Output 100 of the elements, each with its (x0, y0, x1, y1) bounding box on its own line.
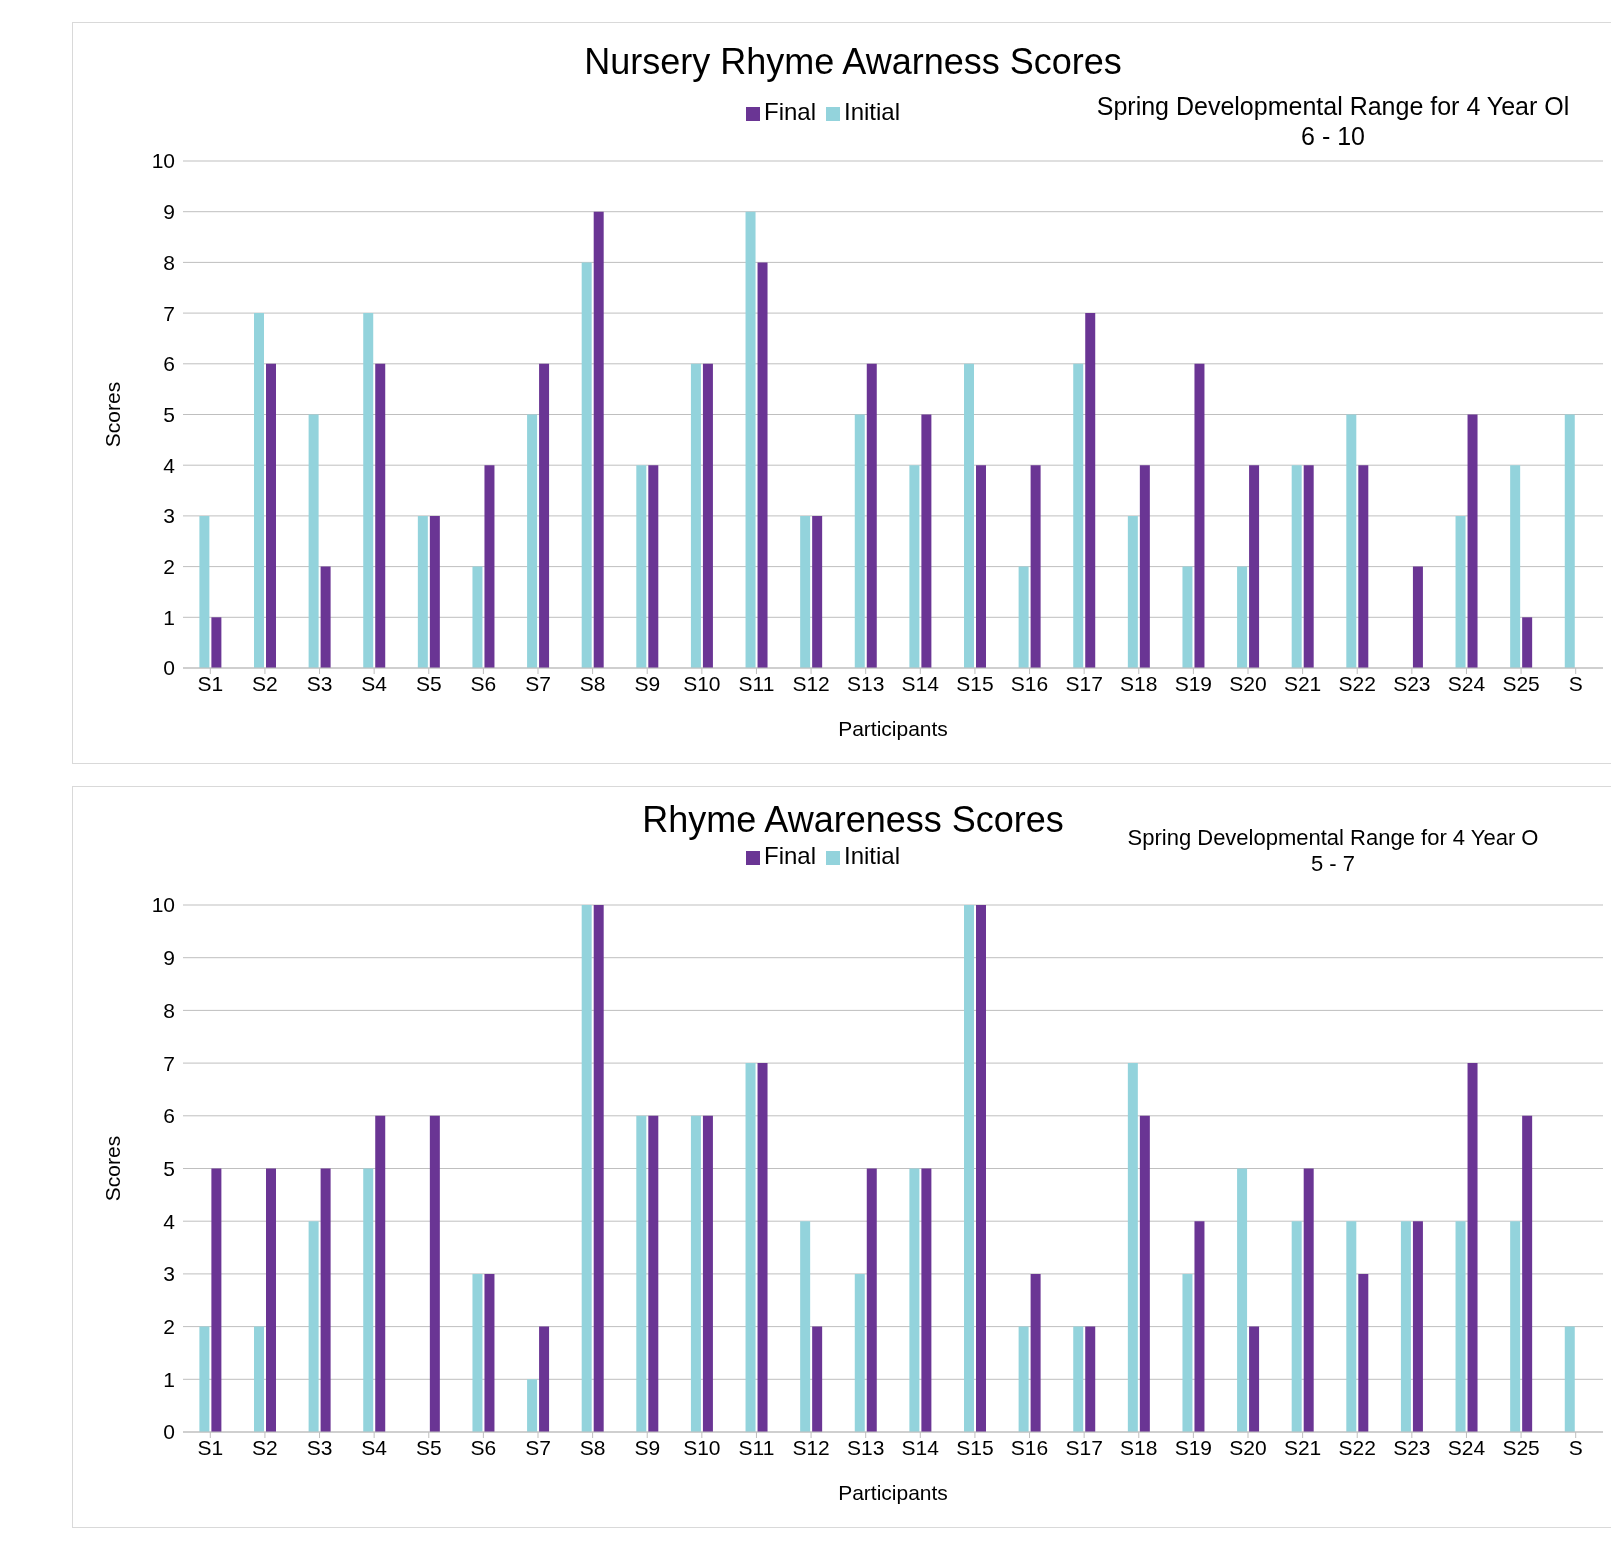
text: Spring Developmental Range for 4 Year Ol (1095, 91, 1571, 121)
bar (417, 515, 428, 668)
x-tick-label: S11 (738, 671, 775, 695)
y-tick-label: 7 (163, 301, 175, 325)
bar (921, 1168, 932, 1432)
x-tick-label: S8 (579, 671, 606, 695)
bar (539, 1326, 550, 1432)
x-tick-label: S25 (1502, 671, 1540, 695)
bar (702, 1115, 713, 1432)
x-tick-label: S19 (1174, 1435, 1213, 1459)
y-tick-label: 10 (151, 893, 175, 917)
bar (266, 363, 276, 668)
bar (581, 905, 592, 1432)
x-tick-label: S17 (1065, 671, 1103, 695)
x-tick-label: S20 (1229, 671, 1267, 695)
bar (593, 905, 604, 1432)
y-tick-label: 7 (163, 1051, 175, 1075)
bar (266, 1168, 276, 1432)
bar (1085, 1326, 1096, 1432)
bar (363, 1168, 374, 1432)
bar (1127, 1063, 1138, 1432)
bar (593, 211, 604, 668)
x-tick-label: S12 (792, 1435, 830, 1459)
bar (1522, 617, 1533, 668)
bar (308, 414, 319, 668)
x-tick-label: S9 (634, 671, 661, 695)
x-tick-label: S23 (1393, 1435, 1431, 1459)
bar (648, 465, 659, 668)
x-tick-label: S11 (738, 1435, 775, 1459)
y-axis-title: Scores (101, 381, 125, 448)
bar (1194, 363, 1205, 668)
bar (254, 1326, 264, 1432)
bar (429, 1115, 440, 1432)
x-tick-label: S10 (683, 1435, 721, 1459)
bar (1467, 1063, 1478, 1432)
bar (1073, 1326, 1084, 1432)
x-tick-label: S23 (1393, 671, 1431, 695)
x-tick-label: S (1568, 1435, 1583, 1459)
bar (1249, 1326, 1260, 1432)
y-tick-label: 0 (163, 1420, 175, 1444)
y-tick-label: 9 (163, 200, 175, 224)
bar (429, 515, 440, 668)
bar (320, 1168, 331, 1432)
y-tick-label: 1 (163, 605, 175, 629)
bar (866, 363, 877, 668)
x-tick-label: S21 (1283, 671, 1322, 695)
chart-title: Rhyme Awareness Scores (642, 799, 1064, 840)
x-tick-label: S5 (415, 671, 442, 695)
bar (745, 1063, 756, 1432)
bar (1358, 1273, 1369, 1432)
bar (1194, 1221, 1205, 1432)
bar (527, 414, 538, 668)
x-tick-label: S24 (1447, 671, 1486, 695)
bar (211, 1168, 222, 1432)
bar (527, 1379, 538, 1432)
x-tick-label: S14 (901, 671, 940, 695)
bar (1358, 465, 1369, 668)
bar (1510, 465, 1521, 668)
bar (757, 262, 768, 668)
bar (539, 363, 550, 668)
y-tick-label: 6 (163, 1104, 175, 1128)
bar (1455, 1221, 1466, 1432)
bar (254, 313, 264, 668)
y-tick-label: 4 (163, 453, 176, 477)
bar (690, 363, 701, 668)
x-tick-label: S22 (1338, 671, 1376, 695)
y-tick-label: 2 (163, 1315, 175, 1339)
bar (1400, 1221, 1411, 1432)
bar (964, 363, 974, 668)
bar (1455, 515, 1466, 668)
x-tick-label: S18 (1120, 671, 1158, 695)
bar (1018, 566, 1029, 668)
x-tick-label: S2 (252, 671, 278, 695)
x-tick-label: S9 (634, 1435, 661, 1459)
x-tick-label: S24 (1447, 1435, 1486, 1459)
x-tick-label: S14 (901, 1435, 940, 1459)
x-tick-label: S25 (1502, 1435, 1540, 1459)
bar (1085, 313, 1096, 668)
bar (812, 1326, 823, 1432)
x-tick-label: S5 (415, 1435, 442, 1459)
bar (472, 1273, 483, 1432)
y-tick-label: 8 (163, 998, 175, 1022)
x-tick-label: S1 (197, 671, 224, 695)
bar (363, 313, 374, 668)
bar (320, 566, 331, 668)
x-tick-label: S16 (1010, 671, 1049, 695)
legend-label: Final (763, 98, 816, 125)
x-axis-title: Participants (838, 1481, 948, 1504)
bar (1291, 465, 1302, 668)
bar (1467, 414, 1478, 668)
bar (375, 363, 386, 668)
x-tick-label: S18 (1120, 1435, 1158, 1459)
bar (581, 262, 592, 668)
x-tick-label: S10 (683, 671, 721, 695)
bar (211, 617, 222, 668)
x-tick-label: S7 (525, 671, 551, 695)
bar (757, 1063, 768, 1432)
bar (976, 905, 986, 1432)
bar (812, 515, 823, 668)
bar (1522, 1115, 1533, 1432)
